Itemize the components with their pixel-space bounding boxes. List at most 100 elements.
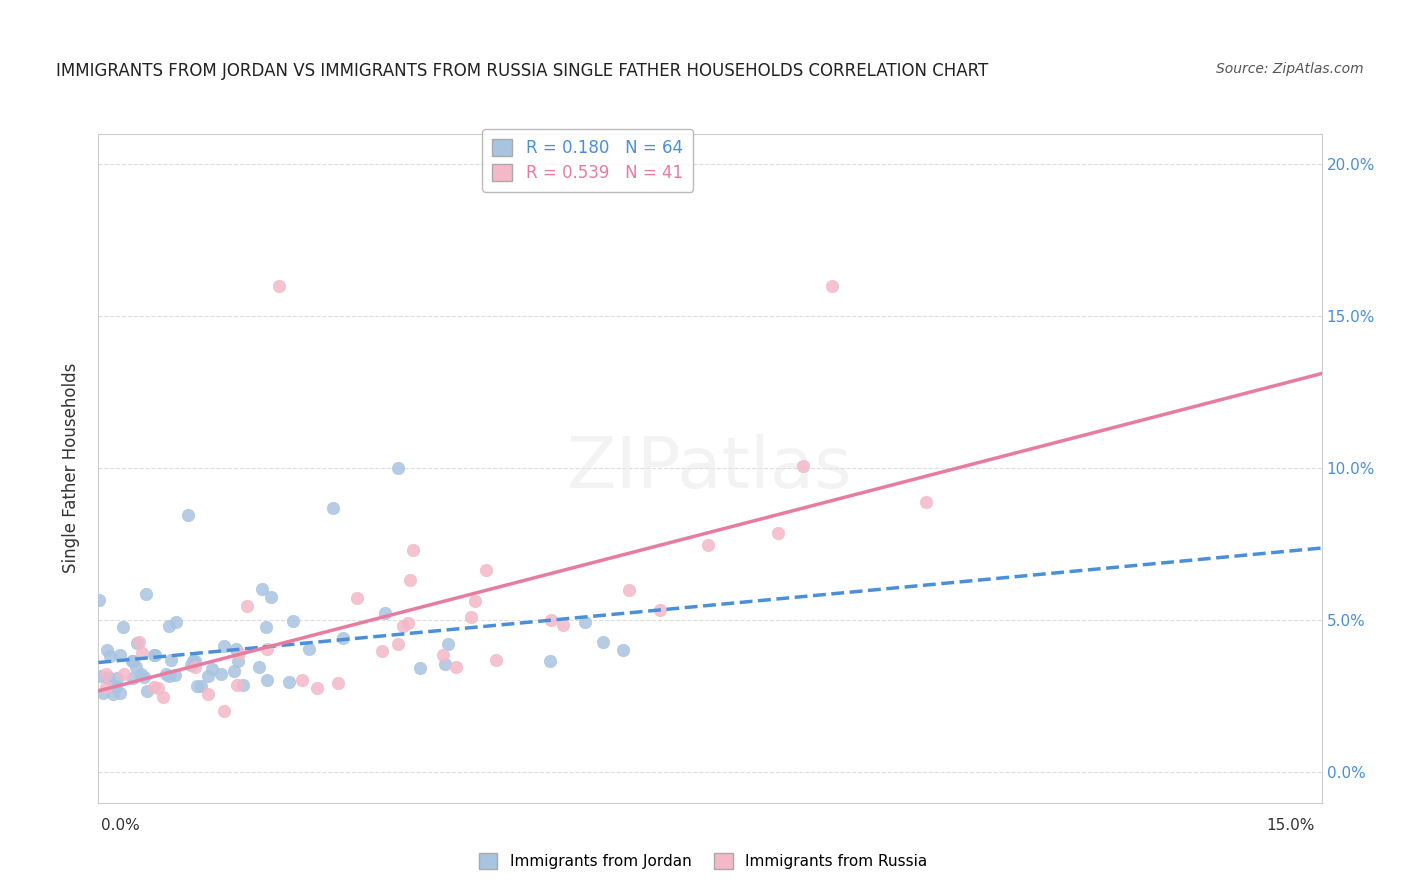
Point bbox=[307, 681, 329, 695]
Point bbox=[399, 574, 422, 588]
Y-axis label: Single Father Households: Single Father Households bbox=[62, 363, 80, 574]
Point bbox=[97, 671, 120, 685]
Point bbox=[540, 654, 562, 668]
Point bbox=[444, 660, 467, 674]
Point bbox=[143, 680, 166, 694]
Point bbox=[433, 657, 456, 671]
Point bbox=[396, 615, 419, 630]
Point bbox=[391, 619, 413, 633]
Point bbox=[143, 648, 166, 662]
Point bbox=[291, 673, 314, 687]
Point bbox=[155, 666, 177, 681]
Point bbox=[254, 620, 277, 634]
Point bbox=[125, 660, 148, 674]
Point bbox=[108, 648, 131, 662]
Point bbox=[197, 669, 219, 683]
Point bbox=[225, 678, 247, 692]
Point bbox=[574, 615, 596, 629]
Point bbox=[122, 654, 145, 668]
Point bbox=[387, 637, 409, 651]
Point bbox=[256, 673, 278, 687]
Point bbox=[184, 654, 207, 668]
Point bbox=[256, 642, 278, 657]
Point bbox=[103, 687, 125, 701]
Point bbox=[186, 679, 208, 693]
Point bbox=[612, 643, 634, 657]
Point bbox=[214, 704, 236, 718]
Point bbox=[165, 615, 187, 629]
Legend: Immigrants from Jordan, Immigrants from Russia: Immigrants from Jordan, Immigrants from … bbox=[472, 847, 934, 875]
Point bbox=[592, 634, 614, 648]
Point bbox=[464, 594, 486, 608]
Point bbox=[96, 642, 118, 657]
Point bbox=[821, 278, 844, 293]
Point bbox=[105, 671, 128, 685]
Point bbox=[247, 659, 270, 673]
Text: Source: ZipAtlas.com: Source: ZipAtlas.com bbox=[1216, 62, 1364, 77]
Point bbox=[260, 590, 283, 604]
Point bbox=[437, 637, 460, 651]
Point bbox=[145, 648, 167, 663]
Point bbox=[129, 666, 152, 681]
Point bbox=[125, 636, 148, 650]
Point bbox=[157, 619, 180, 633]
Point bbox=[914, 495, 936, 509]
Point bbox=[200, 662, 222, 676]
Point bbox=[232, 678, 254, 692]
Text: 0.0%: 0.0% bbox=[101, 818, 141, 832]
Point bbox=[181, 654, 204, 668]
Point bbox=[108, 686, 131, 700]
Point bbox=[112, 666, 135, 681]
Point bbox=[152, 690, 174, 704]
Point bbox=[94, 681, 117, 695]
Point bbox=[225, 642, 247, 657]
Point bbox=[212, 639, 235, 653]
Point bbox=[346, 591, 368, 606]
Point bbox=[474, 563, 496, 577]
Point bbox=[105, 680, 128, 694]
Point bbox=[371, 644, 394, 658]
Text: IMMIGRANTS FROM JORDAN VS IMMIGRANTS FROM RUSSIA SINGLE FATHER HOUSEHOLDS CORREL: IMMIGRANTS FROM JORDAN VS IMMIGRANTS FRO… bbox=[56, 62, 988, 80]
Point bbox=[87, 592, 110, 607]
Point bbox=[98, 649, 121, 664]
Point bbox=[136, 683, 159, 698]
Point bbox=[197, 687, 219, 701]
Point bbox=[648, 603, 671, 617]
Point bbox=[540, 614, 562, 628]
Point bbox=[134, 670, 156, 684]
Point bbox=[269, 278, 291, 293]
Point bbox=[177, 508, 200, 522]
Point bbox=[298, 642, 321, 657]
Point bbox=[409, 660, 432, 674]
Point bbox=[374, 607, 396, 621]
Text: 15.0%: 15.0% bbox=[1267, 818, 1315, 832]
Point bbox=[485, 653, 508, 667]
Point bbox=[281, 614, 304, 628]
Point bbox=[766, 526, 789, 541]
Point bbox=[121, 671, 143, 685]
Point bbox=[97, 670, 120, 684]
Text: ZIPatlas: ZIPatlas bbox=[567, 434, 853, 503]
Point bbox=[180, 658, 202, 673]
Point bbox=[135, 587, 157, 601]
Point bbox=[328, 676, 350, 690]
Point bbox=[332, 632, 354, 646]
Point bbox=[91, 686, 114, 700]
Point bbox=[112, 620, 135, 634]
Legend: R = 0.180   N = 64, R = 0.539   N = 41: R = 0.180 N = 64, R = 0.539 N = 41 bbox=[482, 128, 693, 192]
Point bbox=[226, 654, 249, 668]
Point bbox=[619, 582, 641, 597]
Point bbox=[322, 501, 344, 516]
Point bbox=[697, 537, 720, 551]
Point bbox=[131, 646, 153, 660]
Point bbox=[252, 582, 274, 597]
Point bbox=[128, 635, 150, 649]
Point bbox=[103, 679, 125, 693]
Point bbox=[277, 674, 299, 689]
Point bbox=[184, 660, 207, 674]
Point bbox=[94, 667, 117, 681]
Point bbox=[209, 667, 232, 681]
Point bbox=[121, 654, 143, 668]
Point bbox=[157, 669, 180, 683]
Point bbox=[236, 599, 259, 613]
